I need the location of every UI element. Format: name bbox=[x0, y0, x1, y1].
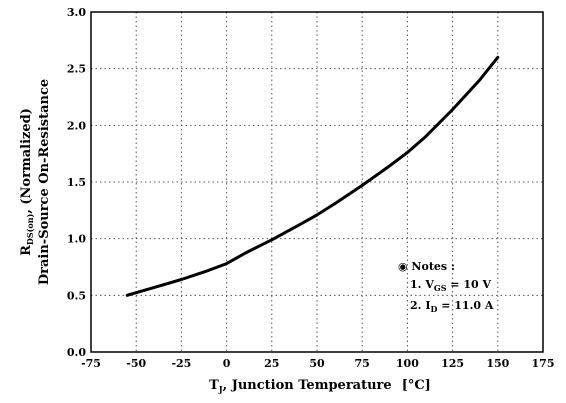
x-tick-label: -25 bbox=[171, 357, 191, 370]
x-tick-label: 100 bbox=[396, 357, 419, 370]
y-tick-label: 2.5 bbox=[67, 63, 86, 76]
x-tick-label: 125 bbox=[441, 357, 464, 370]
x-tick-label: 50 bbox=[309, 357, 325, 370]
series-line bbox=[125, 55, 500, 297]
y-tick-label: 1.0 bbox=[67, 233, 86, 246]
x-tick-label: -50 bbox=[126, 357, 146, 370]
note-item-2: 2. ID = 11.0 A bbox=[410, 299, 494, 314]
x-axis-title: TJ, Junction Temperature [°C] bbox=[209, 378, 431, 394]
y-tick-labels: 0.0 0.5 1.0 1.5 2.0 2.5 3.0 bbox=[67, 6, 86, 359]
y-axis-title-line1: RDS(on), (Normalized) bbox=[19, 108, 35, 256]
y-tick-label: 3.0 bbox=[67, 6, 86, 19]
y-tick-label: 2.0 bbox=[67, 119, 86, 132]
y-tick-label: 1.5 bbox=[67, 176, 86, 189]
y-axis-title: RDS(on), (Normalized) Drain-Source On-Re… bbox=[19, 79, 52, 285]
plot-frame bbox=[90, 11, 544, 353]
grid bbox=[91, 12, 543, 352]
x-tick-label: 75 bbox=[355, 357, 370, 370]
y-axis-title-line2: Drain-Source On-Resistance bbox=[37, 79, 52, 285]
x-tick-label: 25 bbox=[264, 357, 279, 370]
note-item-1: 1. VGS = 10 V bbox=[410, 278, 491, 293]
y-tick-label: 0.0 bbox=[67, 346, 86, 359]
x-tick-label: 175 bbox=[532, 357, 555, 370]
x-tick-label: 150 bbox=[486, 357, 509, 370]
notes-annotation: ◉ Notes : 1. VGS = 10 V 2. ID = 11.0 A bbox=[398, 260, 494, 314]
x-tick-label: 0 bbox=[223, 357, 231, 370]
y-tick-label: 0.5 bbox=[67, 289, 86, 302]
x-tick-labels: -75 -50 -25 0 25 50 75 100 125 150 175 bbox=[81, 357, 554, 370]
notes-title: ◉ Notes : bbox=[398, 260, 455, 273]
x-tick-label: -75 bbox=[81, 357, 101, 370]
